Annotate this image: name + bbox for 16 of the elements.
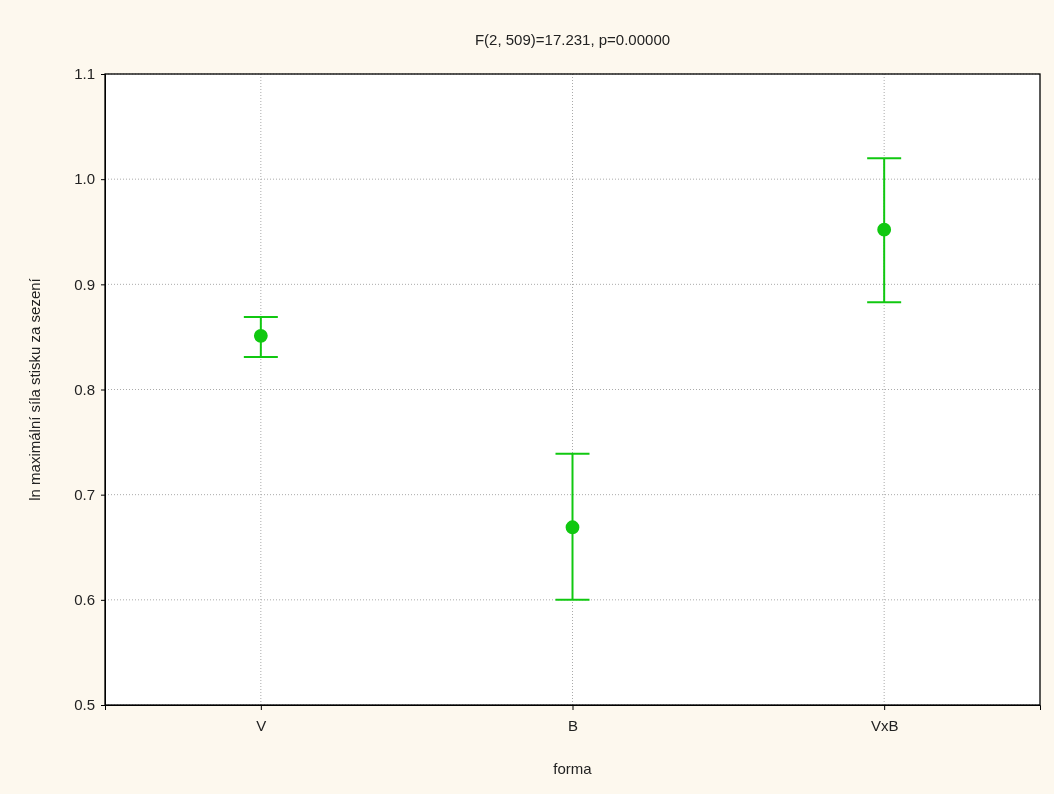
- y-tick-label: 1.1: [74, 65, 95, 83]
- point: [877, 222, 892, 237]
- y-tick-label: 0.5: [74, 696, 95, 714]
- point: [253, 328, 268, 343]
- x-tick-label: B: [567, 716, 579, 734]
- y-tick-label: 0.7: [74, 485, 95, 503]
- point: [565, 520, 580, 535]
- x-axis-title: forma: [553, 760, 593, 777]
- y-tick-label: 0.6: [74, 591, 95, 609]
- y-tick-label: 0.8: [74, 380, 95, 398]
- chart-title: F(2, 509)=17.231, p=0.00000: [474, 31, 671, 48]
- x-tick-label: VxB: [870, 716, 899, 734]
- x-tick-label: V: [256, 716, 267, 734]
- y-axis-title: ln maximální síla stisku za sezení: [26, 277, 43, 501]
- y-tick-label: 1.0: [74, 170, 95, 188]
- y-tick-label: 0.9: [74, 275, 95, 293]
